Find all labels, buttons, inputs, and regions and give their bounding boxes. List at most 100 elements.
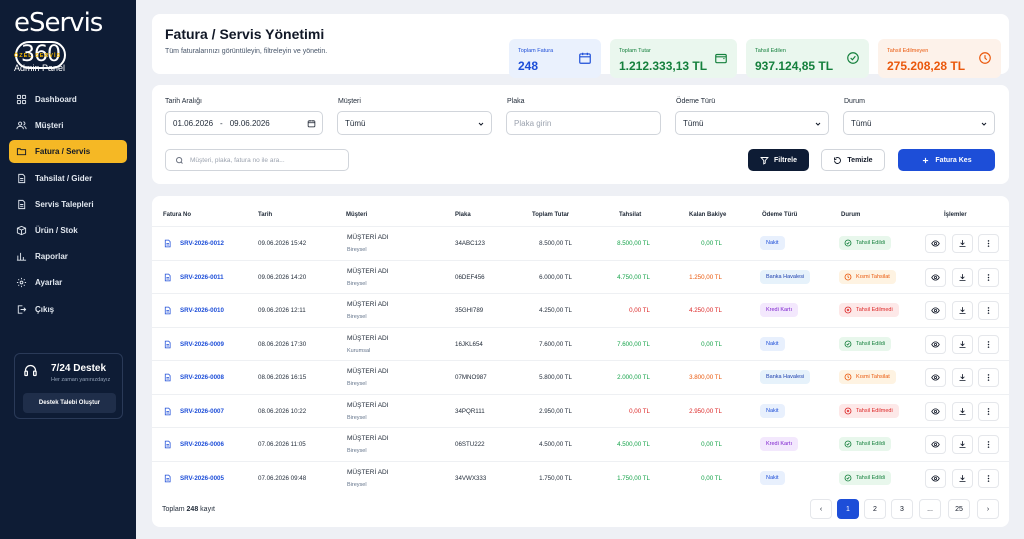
table-row[interactable]: SRV-2026-0005 07.06.2026 09:48 MÜŞTERİ ADI…: [152, 460, 1009, 495]
pagination-next-button[interactable]: ›: [977, 499, 999, 519]
sidebar-item-2[interactable]: Müşteri: [9, 114, 127, 137]
search-input[interactable]: Müşteri, plaka, fatura no ile ara...: [165, 149, 349, 171]
table-row[interactable]: SRV-2026-0009 08.06.2026 17:30 MÜŞTERİ ADI…: [152, 326, 1009, 361]
pagination-prev-button[interactable]: ‹: [810, 499, 832, 519]
invoice-number-link[interactable]: SRV-2026-0005: [180, 474, 224, 482]
paid-amount: 4.750,00 TL: [617, 273, 650, 281]
view-button[interactable]: [925, 267, 946, 287]
brand-logo[interactable]: eServis 360: [14, 8, 136, 69]
invoice-number-link[interactable]: SRV-2026-0011: [180, 273, 224, 281]
customer-label: Müşteri: [338, 98, 361, 105]
x-circle-icon: [844, 306, 852, 314]
more-button[interactable]: [978, 435, 999, 454]
support-request-button[interactable]: Destek Talebi Oluştur: [23, 393, 116, 413]
status-badge: Tahsil Edildi: [839, 470, 892, 485]
download-button[interactable]: [952, 368, 973, 387]
status-select[interactable]: Tümü: [843, 111, 995, 135]
invoice-number-link[interactable]: SRV-2026-0009: [180, 340, 224, 348]
sidebar-item-5[interactable]: Servis Talepleri: [9, 193, 127, 216]
sidebar-item-8[interactable]: Ayarlar: [9, 271, 127, 294]
more-button[interactable]: [978, 401, 999, 421]
view-button[interactable]: [925, 334, 946, 354]
clear-button[interactable]: Temizle: [821, 149, 885, 171]
table-row[interactable]: SRV-2026-0008 08.06.2026 16:15 MÜŞTERİ ADI…: [152, 360, 1009, 394]
invoice-number-link[interactable]: SRV-2026-0007: [180, 407, 224, 415]
download-button[interactable]: [952, 435, 973, 454]
view-button[interactable]: [925, 401, 946, 421]
download-button[interactable]: [952, 334, 973, 354]
payment-type-select[interactable]: Tümü: [675, 111, 829, 135]
table-row[interactable]: SRV-2026-0010 09.06.2026 12:11 MÜŞTERİ ADI…: [152, 293, 1009, 327]
balance-amount: 4.250,00 TL: [689, 307, 722, 314]
sidebar-item-7[interactable]: Raporlar: [9, 245, 127, 268]
download-button[interactable]: [952, 468, 973, 488]
filter-button-label: Filtrele: [774, 156, 797, 164]
more-vertical-icon: [987, 474, 990, 482]
status-label: Tahsil Edildi: [856, 340, 886, 347]
plate-input[interactable]: Plaka girin: [506, 111, 661, 135]
sidebar-subtitle: ÖZEL SERVİS: [14, 53, 62, 59]
page-title: Fatura / Servis Yönetimi: [165, 26, 325, 42]
sidebar-item-3[interactable]: Fatura / Servis: [9, 140, 127, 164]
more-button[interactable]: [978, 234, 999, 253]
sidebar-item-9[interactable]: Çıkış: [9, 298, 127, 321]
invoice-number-link[interactable]: SRV-2026-0008: [180, 374, 224, 381]
more-button[interactable]: [978, 334, 999, 354]
pagination-page-button[interactable]: 3: [891, 499, 913, 519]
invoice-number-link[interactable]: SRV-2026-0012: [180, 240, 224, 247]
customer-type: Bireysel: [347, 314, 367, 320]
total-amount: 6.000,00 TL: [539, 273, 572, 281]
view-button[interactable]: [925, 435, 946, 454]
view-button[interactable]: [925, 368, 946, 387]
page-subtitle: Tüm faturalarınızı görüntüleyin, filtrel…: [165, 48, 328, 55]
header-card: Fatura / Servis Yönetimi Tüm faturaların…: [152, 14, 1009, 78]
document-icon: [18, 173, 26, 183]
view-button[interactable]: [925, 234, 946, 253]
customer-type: Bireysel: [347, 481, 367, 488]
pagination-page-button[interactable]: ...: [919, 499, 941, 519]
stat-card-3: Tahsil Edilen 937.124,85 TL: [746, 39, 869, 78]
users-icon: [16, 121, 27, 130]
status-label: Tahsil Edilmedi: [856, 407, 893, 414]
invoice-number-link[interactable]: SRV-2026-0010: [180, 307, 224, 314]
sidebar-item-label: Ayarlar: [35, 278, 63, 288]
table-row[interactable]: SRV-2026-0012 09.06.2026 15:42 MÜŞTERİ ADI…: [152, 226, 1009, 260]
sidebar-item-6[interactable]: Ürün / Stok: [9, 219, 127, 242]
download-button[interactable]: [952, 401, 973, 421]
more-button[interactable]: [978, 267, 999, 287]
view-button[interactable]: [925, 468, 946, 488]
support-title: 7/24 Destek: [51, 363, 107, 374]
invoice-number-link[interactable]: SRV-2026-0006: [180, 441, 224, 448]
invoice-date: 08.06.2026 10:22: [258, 407, 307, 415]
balance-amount: 1.250,00 TL: [689, 273, 722, 281]
download-button[interactable]: [952, 234, 973, 253]
col-header-3: Müşteri: [346, 212, 368, 218]
status-badge: Tahsil Edilmedi: [839, 403, 899, 418]
pagination-page-button[interactable]: 25: [948, 499, 970, 519]
more-button[interactable]: [978, 368, 999, 387]
pagination-page-button[interactable]: 1: [837, 499, 859, 519]
new-invoice-button[interactable]: Fatura Kes: [898, 149, 995, 171]
table-row[interactable]: SRV-2026-0007 08.06.2026 10:22 MÜŞTERİ ADI…: [152, 393, 1009, 428]
total-amount: 5.800,00 TL: [539, 374, 572, 381]
download-button[interactable]: [952, 301, 973, 320]
download-button[interactable]: [952, 267, 973, 287]
document-icon: [164, 440, 171, 449]
balance-amount: 0,00 TL: [701, 474, 722, 482]
more-button[interactable]: [978, 301, 999, 320]
table-row[interactable]: SRV-2026-0011 09.06.2026 14:20 MÜŞTERİ ADI…: [152, 259, 1009, 294]
pagination-page-button[interactable]: 2: [864, 499, 886, 519]
sidebar-item-4[interactable]: Tahsilat / Gider: [9, 167, 127, 190]
view-button[interactable]: [925, 301, 946, 320]
customer-type: Bireysel: [347, 247, 367, 253]
table-row[interactable]: SRV-2026-0006 07.06.2026 11:05 MÜŞTERİ ADI…: [152, 427, 1009, 461]
customer-select[interactable]: Tümü: [337, 111, 492, 135]
sidebar-item-label: Tahsilat / Gider: [35, 173, 93, 183]
sidebar-item-1[interactable]: Dashboard: [9, 88, 127, 111]
date-range-input[interactable]: 01.06.2026 - 09.06.2026: [165, 111, 323, 135]
chevron-down-icon: [815, 122, 821, 126]
check-circle-icon: [847, 52, 859, 64]
more-button[interactable]: [978, 468, 999, 488]
filter-button[interactable]: Filtrele: [748, 149, 809, 171]
customer-type: Bireysel: [347, 280, 367, 287]
